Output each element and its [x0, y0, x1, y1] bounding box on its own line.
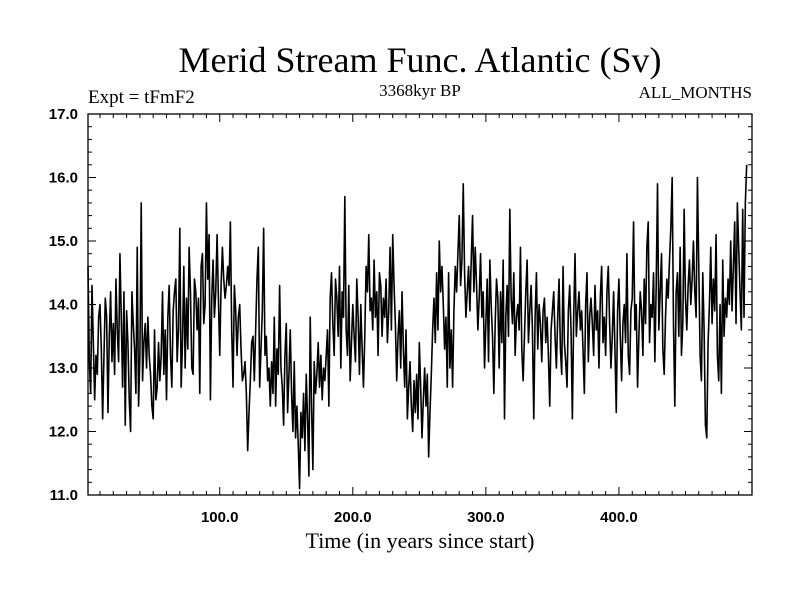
x-tick-labels: 100.0 200.0 300.0 400.0 — [201, 509, 638, 526]
x-tick-label: 300.0 — [467, 509, 505, 526]
x-tick-label: 400.0 — [600, 509, 638, 526]
chart-title: Merid Stream Func. Atlantic (Sv) — [179, 40, 662, 80]
y-tick-labels: 11.0 12.0 13.0 14.0 15.0 16.0 17.0 — [49, 106, 78, 504]
x-tick-label: 200.0 — [334, 509, 372, 526]
y-tick-label: 12.0 — [49, 424, 78, 441]
period-label: 3368kyr BP — [379, 81, 461, 100]
y-tick-label: 16.0 — [49, 170, 78, 187]
y-tick-label: 11.0 — [50, 487, 78, 504]
months-label: ALL_MONTHS — [639, 83, 752, 102]
y-tick-label: 14.0 — [49, 297, 78, 314]
x-tick-label: 100.0 — [201, 509, 239, 526]
y-tick-label: 15.0 — [49, 233, 78, 250]
x-axis-label: Time (in years since start) — [306, 528, 535, 553]
plot-frame — [87, 113, 753, 496]
y-tick-label: 17.0 — [49, 106, 78, 123]
experiment-label: Expt = tFmF2 — [88, 87, 195, 108]
y-tick-label: 13.0 — [49, 360, 78, 377]
series-line — [87, 164, 748, 490]
